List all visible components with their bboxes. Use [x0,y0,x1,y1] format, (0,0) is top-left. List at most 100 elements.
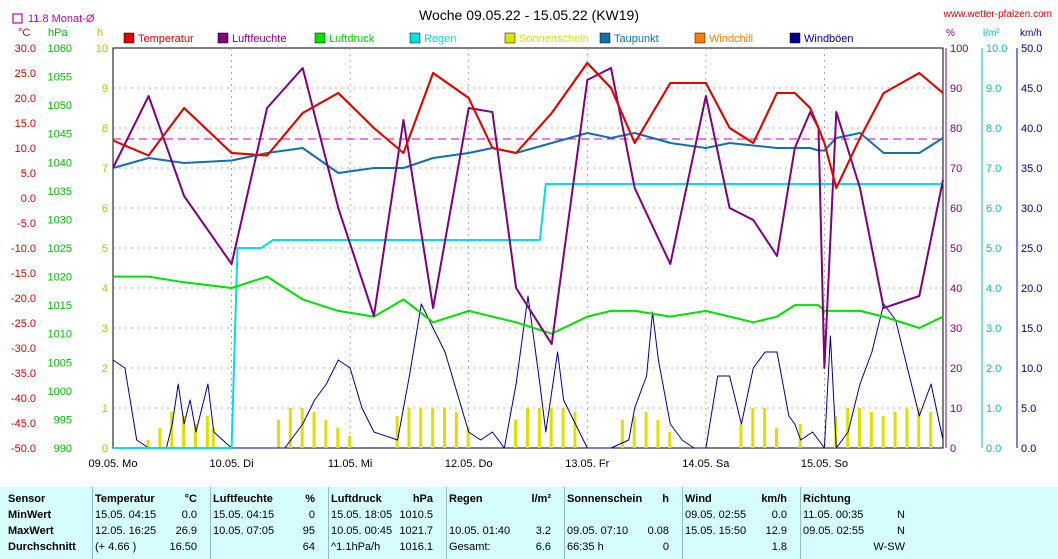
rain-tick-label: 5.0 [986,243,1001,255]
table-cell-value: 12.9 [765,525,787,537]
legend-label: Windchill [709,33,753,45]
legend-swatch [694,32,706,44]
humidity-tick-label: 60 [950,203,962,215]
table-divider [328,487,329,559]
sun-tick-label: 7 [102,163,108,175]
table-header: Regen [449,493,483,505]
sun-tick-label: 10 [96,43,108,55]
wind-tick-label: 25.0 [1021,243,1042,255]
pressure-tick-label: 990 [54,443,72,455]
right-axes: %1009080706050403020100l/m²10.09.08.07.0… [945,28,1042,455]
pressure-tick-label: 1035 [48,186,72,198]
legend-swatch [599,32,611,44]
legend-swatch [123,32,135,44]
temp-tick-label: -25.0 [11,318,36,330]
rain-tick-label: 3.0 [986,323,1001,335]
pressure-axis-unit: hPa [48,27,68,39]
rain-tick-label: 2.0 [986,363,1001,375]
legend-label: Luftdruck [329,33,375,45]
table-cell-value: 1.8 [771,541,787,553]
legend: Temperatur Luftfeuchte Luftdruck Regen Sonne… [123,32,854,45]
sunshine-bar [881,416,885,448]
humidity-tick-label: 10 [950,403,962,415]
table-cell-left: 11.05. 00:35 [803,509,864,521]
sun-tick-label: 9 [102,83,108,95]
table-cell-value: 64 [302,541,315,553]
pressure-tick-label: 1040 [48,157,72,169]
sun-tick-label: 6 [102,203,108,215]
rain-tick-label: 7.0 [986,163,1001,175]
table-cell-value: 0.08 [647,525,669,537]
pressure-tick-label: 1050 [48,100,72,112]
humidity-tick-label: 30 [950,323,962,335]
sunshine-bar [929,412,933,448]
table-divider [446,487,447,559]
sunshine-bar [846,408,850,448]
legend-swatch [217,32,229,44]
sunshine-bar [751,408,755,448]
left-axes: °C 30.0 25.0 20.0 15.0 10.0 5.0 0.0 -5.0 -10.0 -15… [11,27,108,455]
table-header: Richtung [803,493,851,505]
sunshine-bar [644,412,648,448]
pressure-tick-label: 1025 [48,243,72,255]
table-cell-value: 95 [302,525,315,537]
sun-tick-label: 8 [102,123,108,135]
series-luftfeuchte [112,67,944,369]
sunshine-bar [668,432,672,448]
rain-tick-label: 9.0 [986,83,1001,95]
wind-tick-label: 0.0 [1021,443,1036,455]
sunshine-bar [324,420,328,448]
table-cell-left: Gesamt: [449,541,491,553]
temp-tick-label: 20.0 [15,93,36,105]
table-cell-left: 15.05. 04:15 [213,509,275,521]
pressure-tick-label: 1060 [48,43,72,55]
humidity-tick-label: 90 [950,83,962,95]
table-cell-value: 0 [308,509,315,521]
table-header-unit: °C [184,493,197,505]
sunshine-bar [775,428,778,448]
sunshine-bar [419,408,423,448]
table-header: Temperatur [95,493,155,505]
table-cell-value: 3.2 [535,525,551,537]
table-header: Sensor [8,493,46,505]
temp-tick-label: -10.0 [11,243,36,255]
pressure-tick-label: 1045 [48,129,72,141]
month-avg-label: 11.8 Monat-Ø [28,13,95,25]
table-cell-value: 1016.1 [399,541,433,553]
month-avg-marker-icon [12,13,23,24]
sunshine-bar [632,416,636,448]
table-cell-left: 15.05. 04:15 [95,509,157,521]
humidity-tick-label: 0 [950,443,956,455]
wind-tick-label: 30.0 [1021,203,1042,215]
temp-tick-label: -20.0 [11,293,36,305]
sunshine-bar [905,408,909,448]
wind-tick-label: 45.0 [1021,83,1042,95]
legend-swatch [314,32,326,44]
wind-tick-label: 35.0 [1021,163,1042,175]
wind-tick-label: 20.0 [1021,283,1042,295]
table-cell-left: 09.05. 02:55 [685,509,747,521]
table-cell-value: 1010.5 [399,509,433,521]
sunshine-bar [858,408,861,448]
table-row-label: MinWert [8,509,52,521]
table-divider [92,487,93,559]
table-header: Sonnenschein [567,493,643,505]
pressure-tick-label: 1010 [48,329,72,341]
series-regen [113,183,943,449]
sunshine-bar [526,408,529,448]
sunshine-bar [300,408,304,448]
sunshine-bar [288,408,292,448]
humidity-tick-label: 70 [950,163,962,175]
rain-tick-label: 0.0 [986,443,1001,455]
sunshine-bar [312,412,316,448]
legend-swatch [409,32,421,44]
sunshine-bar [205,416,209,448]
sunshine-bar [443,408,446,448]
temp-tick-label: 15.0 [15,118,36,130]
x-tick-label: 12.05. Do [445,458,493,470]
pressure-tick-label: 1015 [48,300,72,312]
rain-tick-label: 6.0 [986,203,1001,215]
sunshine-bar [549,408,553,448]
table-cell-value: N [897,525,905,537]
table-header: Wind [685,493,712,505]
